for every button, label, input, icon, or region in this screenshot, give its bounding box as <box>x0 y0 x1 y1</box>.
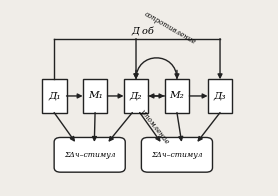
Text: М₁: М₁ <box>88 92 103 101</box>
Text: М₂: М₂ <box>170 92 184 101</box>
Text: Д₂: Д₂ <box>130 92 142 101</box>
Text: ΣΔч–стимул: ΣΔч–стимул <box>151 151 203 159</box>
Text: ΣΔч–стимул: ΣΔч–стимул <box>64 151 115 159</box>
FancyBboxPatch shape <box>165 79 189 113</box>
Text: сопротивление: сопротивление <box>143 10 198 46</box>
FancyBboxPatch shape <box>54 137 125 172</box>
FancyBboxPatch shape <box>208 79 232 113</box>
FancyBboxPatch shape <box>124 79 148 113</box>
FancyBboxPatch shape <box>83 79 108 113</box>
Text: утомление: утомление <box>138 107 171 145</box>
Text: Д об: Д об <box>131 27 154 36</box>
FancyBboxPatch shape <box>142 137 212 172</box>
Text: Д₁: Д₁ <box>48 92 60 101</box>
FancyBboxPatch shape <box>42 79 66 113</box>
Text: Д₃: Д₃ <box>214 92 226 101</box>
